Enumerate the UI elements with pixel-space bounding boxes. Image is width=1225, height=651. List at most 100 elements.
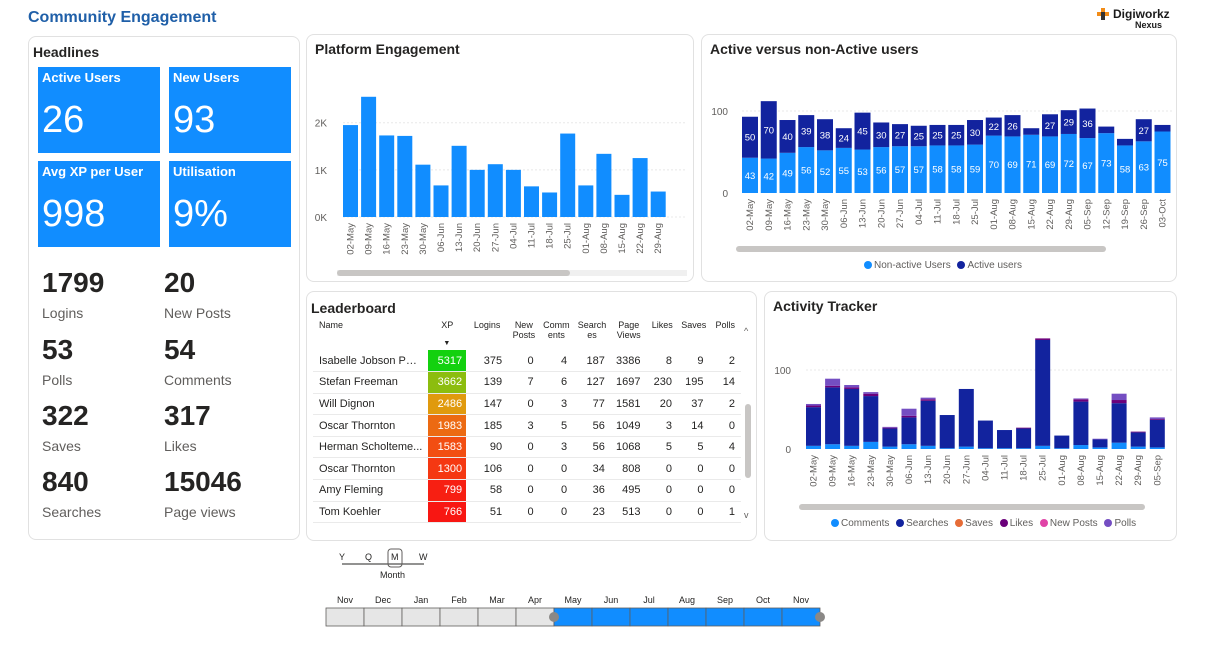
timeline-period[interactable]: [325, 607, 365, 627]
bar-segment[interactable]: [977, 420, 993, 449]
bar-segment[interactable]: [806, 405, 821, 408]
bar-segment[interactable]: [958, 388, 974, 447]
bar-active[interactable]: [1154, 124, 1171, 132]
bar-active[interactable]: [985, 117, 1002, 136]
bar[interactable]: [433, 185, 449, 217]
table-scroll-down-icon[interactable]: v: [744, 510, 749, 520]
bar[interactable]: [469, 169, 485, 217]
bar-segment[interactable]: [806, 407, 821, 446]
bar-non-active[interactable]: [1060, 133, 1077, 193]
table-row[interactable]: Stefan Freeman 3662 139 7 6 127 1697 230 195 14: [313, 371, 741, 394]
bar[interactable]: [596, 153, 612, 217]
bar-active[interactable]: [1098, 126, 1115, 134]
bar-segment[interactable]: [1111, 393, 1127, 401]
h-scrollbar[interactable]: [337, 270, 570, 276]
bar[interactable]: [361, 96, 377, 217]
bar-non-active[interactable]: [742, 157, 758, 193]
bar-segment[interactable]: [1092, 447, 1108, 449]
table-row[interactable]: Oscar Thornton 1983 185 3 5 56 1049 3 14 0: [313, 414, 741, 437]
bar-segment[interactable]: [863, 392, 879, 394]
bar-active[interactable]: [817, 119, 833, 151]
granularity-quarter[interactable]: Q: [365, 552, 373, 562]
bar-segment[interactable]: [901, 444, 917, 449]
legend-item-likes[interactable]: Likes: [999, 518, 1033, 529]
bar-active[interactable]: [779, 120, 796, 153]
col-header-polls[interactable]: Polls: [715, 320, 735, 330]
bar-active[interactable]: [1135, 119, 1152, 142]
bar-segment[interactable]: [1092, 439, 1108, 448]
table-row[interactable]: Oscar Thornton 1300 106 0 0 34 808 0 0 0: [313, 457, 741, 481]
bar-segment[interactable]: [1054, 435, 1070, 449]
legend-item-saves[interactable]: Saves: [955, 518, 993, 529]
col-header-new-posts[interactable]: New Posts: [512, 320, 536, 340]
col-header-searches[interactable]: Search es: [577, 320, 607, 340]
bar-non-active[interactable]: [1098, 133, 1115, 193]
table-scroll-up-icon[interactable]: ^: [744, 326, 749, 336]
bar-active[interactable]: [1079, 108, 1096, 139]
timeline-period[interactable]: [401, 607, 441, 627]
table-row[interactable]: Isabelle Jobson Par... 5317 375 0 4 187 3386 8 9…: [313, 350, 741, 373]
bar-segment[interactable]: [901, 417, 917, 445]
legend-item-active[interactable]: Active users: [957, 260, 1022, 271]
bar-segment[interactable]: [1054, 448, 1070, 449]
bar-segment[interactable]: [882, 427, 898, 429]
bar-active[interactable]: [835, 128, 852, 148]
granularity-month[interactable]: M: [391, 552, 399, 562]
bar-segment[interactable]: [1092, 438, 1108, 440]
bar-segment[interactable]: [1035, 445, 1051, 449]
bar-segment[interactable]: [1149, 447, 1165, 449]
kpi-utilisation[interactable]: Utilisation 9%: [169, 161, 291, 247]
timeline-period[interactable]: [591, 607, 631, 627]
bar-segment[interactable]: [939, 415, 955, 449]
bar-segment[interactable]: [1073, 401, 1089, 446]
bar-active[interactable]: [1004, 115, 1021, 137]
timeline-slicer[interactable]: Nov Dec Jan Feb Mar Apr May Jun Jul Aug Sep Oct Nov: [325, 593, 830, 629]
bar-active[interactable]: [1117, 138, 1133, 146]
bar[interactable]: [578, 185, 594, 217]
timeline-start-handle[interactable]: [549, 612, 559, 622]
legend-item-non-active[interactable]: Non-active Users: [864, 260, 951, 271]
col-header-logins[interactable]: Logins: [473, 320, 501, 330]
col-header-comments[interactable]: Comm ents: [543, 320, 570, 340]
bar-segment[interactable]: [920, 445, 936, 449]
bar-segment[interactable]: [806, 403, 821, 406]
legend-item-polls[interactable]: Polls: [1104, 518, 1136, 529]
bar-active[interactable]: [892, 124, 908, 147]
bar-non-active[interactable]: [779, 152, 796, 193]
bar-segment[interactable]: [825, 385, 841, 388]
bar-non-active[interactable]: [967, 144, 983, 193]
bar-segment[interactable]: [1130, 431, 1146, 433]
bar-active[interactable]: [873, 122, 890, 148]
bar-segment[interactable]: [997, 448, 1012, 449]
bar-segment[interactable]: [825, 444, 841, 449]
bar-segment[interactable]: [1073, 399, 1089, 402]
bar-non-active[interactable]: [1135, 141, 1152, 193]
bar[interactable]: [451, 145, 467, 217]
bar-non-active[interactable]: [1079, 138, 1096, 193]
bar-non-active[interactable]: [817, 150, 833, 193]
bar-active[interactable]: [967, 120, 983, 145]
bar-segment[interactable]: [882, 428, 898, 447]
bar-segment[interactable]: [863, 396, 879, 442]
bar-non-active[interactable]: [1023, 134, 1040, 193]
timeline-period[interactable]: [781, 607, 821, 627]
bar[interactable]: [505, 169, 521, 217]
bar-non-active[interactable]: [873, 147, 890, 193]
timeline-period[interactable]: [477, 607, 517, 627]
bar-segment[interactable]: [882, 446, 898, 449]
bar-segment[interactable]: [844, 387, 860, 389]
bar-segment[interactable]: [844, 388, 860, 446]
col-header-xp[interactable]: XP ▼: [428, 320, 466, 350]
bar-active[interactable]: [1042, 114, 1058, 137]
timeline-end-handle[interactable]: [815, 612, 825, 622]
bar[interactable]: [614, 194, 630, 217]
bar-segment[interactable]: [1130, 432, 1146, 447]
bar-active[interactable]: [948, 124, 965, 146]
bar[interactable]: [542, 192, 558, 217]
bar-active[interactable]: [929, 124, 946, 146]
col-header-likes[interactable]: Likes: [651, 320, 673, 330]
bar-segment[interactable]: [825, 387, 841, 445]
activity-tracker-chart[interactable]: 100 0 02-May 09-May 16-May 23-May 30-May 06-Jun…: [765, 292, 1176, 540]
bar-non-active[interactable]: [948, 145, 965, 193]
bar-non-active[interactable]: [854, 149, 871, 193]
